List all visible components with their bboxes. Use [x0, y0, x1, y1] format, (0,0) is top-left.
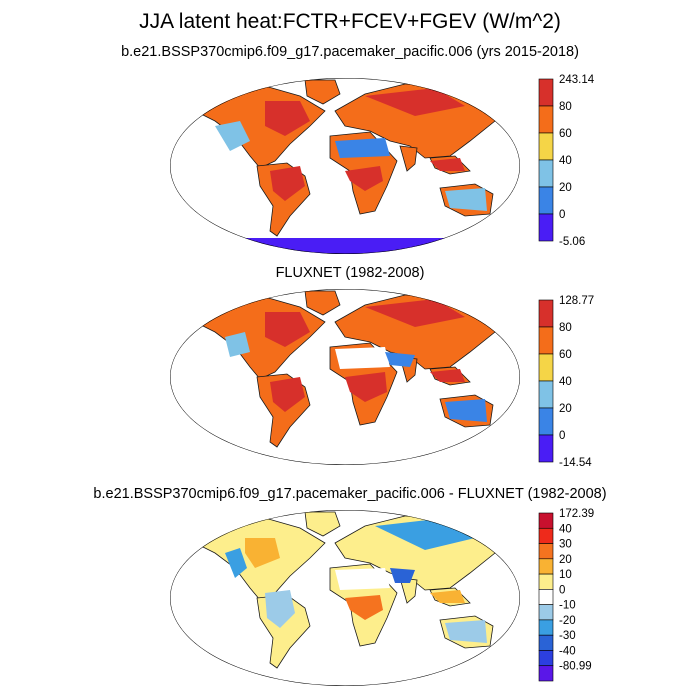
panel-title-model: b.e21.BSSP370cmip6.f09_g17.pacemaker_pac… [121, 44, 579, 60]
colorbar-swatch [538, 512, 554, 529]
colorbar-label: -30 [559, 630, 576, 642]
colorbar-label: 40 [559, 155, 572, 167]
colorbar-swatch [538, 186, 554, 215]
colorbar-label: 60 [559, 128, 572, 140]
colorbar-label: 20 [559, 182, 572, 194]
colorbar-label: -14.54 [559, 457, 592, 469]
colorbar-swatch [538, 634, 554, 651]
colorbar-label: 0 [559, 584, 565, 596]
colorbar-label: 20 [559, 403, 572, 415]
colorbar-swatch [538, 589, 554, 605]
colorbar-label: -5.06 [559, 236, 585, 248]
colorbar-swatch [538, 650, 554, 667]
colorbar-label: 172.39 [559, 508, 594, 520]
colorbar-label: -20 [559, 615, 576, 627]
colorbar-label: -80.99 [559, 661, 592, 673]
colorbar-label: 80 [559, 322, 572, 334]
figure-title: JJA latent heat:FCTR+FCEV+FGEV (W/m^2) [139, 10, 561, 33]
panel-title-fluxnet: FLUXNET (1982-2008) [275, 265, 425, 281]
colorbar-label: 80 [559, 101, 572, 113]
colorbar-label: -10 [559, 600, 576, 612]
colorbar-label: 243.14 [559, 74, 595, 86]
colorbar-label: 30 [559, 539, 572, 551]
colorbar-swatch [538, 527, 554, 544]
colorbar-label: 40 [559, 376, 572, 388]
colorbar-swatch [538, 132, 554, 161]
colorbar-swatch [538, 558, 554, 575]
colorbar-swatch [538, 380, 554, 409]
colorbar-label: 10 [559, 569, 572, 581]
map-panel-fluxnet [170, 289, 520, 465]
colorbar-swatch [538, 78, 554, 107]
colorbar-swatch [538, 326, 554, 355]
colorbar-swatch [538, 213, 554, 242]
colorbar-swatch [538, 543, 554, 560]
colorbar-swatch [538, 299, 554, 328]
colorbar-swatch [538, 353, 554, 382]
colorbar-swatch [538, 434, 554, 463]
colorbar-swatch [538, 573, 554, 590]
colorbar-swatch [538, 619, 554, 636]
colorbar-swatch [538, 604, 554, 621]
colorbar-label: 40 [559, 523, 572, 535]
colorbar-label: 128.77 [559, 295, 594, 307]
colorbar-label: 20 [559, 554, 572, 566]
colorbar-swatch [538, 159, 554, 188]
colorbar-label: 0 [559, 209, 565, 221]
map-panel-difference [170, 510, 520, 686]
colorbar-label: 60 [559, 349, 572, 361]
colorbar-label: -40 [559, 645, 576, 657]
colorbar-label: 0 [559, 430, 565, 442]
colorbar-swatch [538, 665, 554, 682]
colorbar-swatch [538, 105, 554, 134]
panel-title-difference: b.e21.BSSP370cmip6.f09_g17.pacemaker_pac… [93, 486, 607, 502]
colorbar-swatch [538, 407, 554, 436]
